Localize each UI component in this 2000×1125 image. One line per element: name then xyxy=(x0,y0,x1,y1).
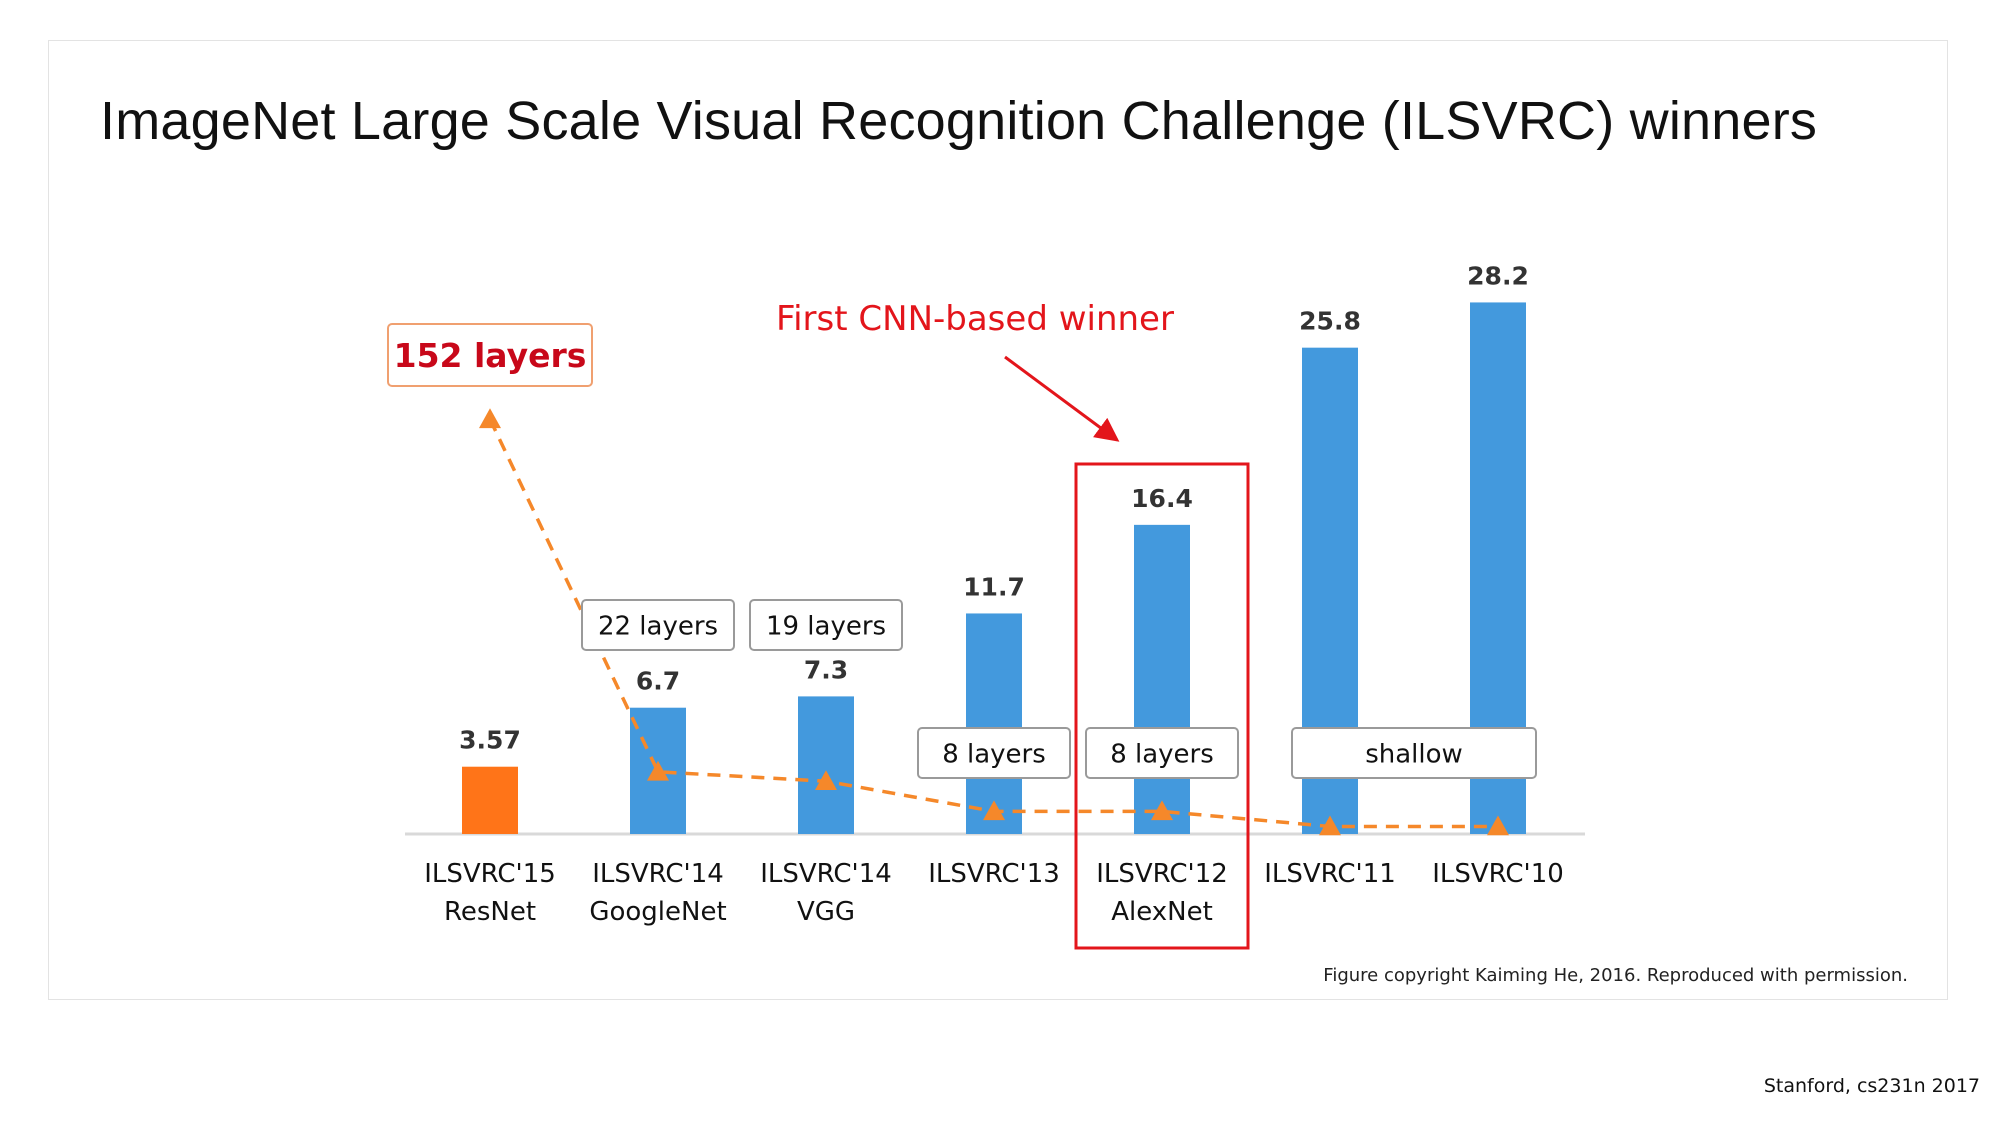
slide-card xyxy=(48,40,1948,1000)
category-label: ILSVRC'15 xyxy=(424,859,556,889)
depth-label-box xyxy=(1291,727,1537,779)
depth-trend-marker xyxy=(1487,815,1509,836)
bar-value-label: 6.7 xyxy=(636,667,680,696)
depth-label-box xyxy=(581,599,735,651)
figure-copyright: Figure copyright Kaiming He, 2016. Repro… xyxy=(1323,965,1908,986)
depth-label: 19 layers xyxy=(766,611,886,641)
depth-label: 22 layers xyxy=(598,611,718,641)
depth-label-152-layers: 152 layers xyxy=(394,336,587,375)
depth-label: 8 layers xyxy=(1110,739,1214,769)
category-label: ILSVRC'10 xyxy=(1432,859,1564,889)
category-label: GoogleNet xyxy=(589,897,726,927)
depth-label: 8 layers xyxy=(942,739,1046,769)
bar-value-label: 11.7 xyxy=(963,572,1025,601)
depth-trend-marker xyxy=(983,800,1005,821)
bar-value-label: 3.57 xyxy=(459,726,521,755)
slide-title: ImageNet Large Scale Visual Recognition … xyxy=(100,91,1818,151)
category-label: ILSVRC'14 xyxy=(760,859,892,889)
bar-value-label: 25.8 xyxy=(1299,307,1361,336)
depth-trend-marker xyxy=(479,408,501,429)
category-label: ILSVRC'11 xyxy=(1264,859,1396,889)
bar xyxy=(1134,524,1190,834)
first-cnn-annotation: First CNN-based winner xyxy=(776,299,1174,339)
category-label: ILSVRC'13 xyxy=(928,859,1060,889)
bar xyxy=(966,613,1022,834)
depth-trend-marker xyxy=(1319,815,1341,836)
bar-value-label: 7.3 xyxy=(804,655,848,684)
annotation-arrow xyxy=(1004,355,1120,442)
bar-value-label: 16.4 xyxy=(1131,484,1193,513)
depth-label-shallow: shallow xyxy=(1365,739,1463,769)
depth-label-box xyxy=(749,599,903,651)
depth-trend-marker xyxy=(815,770,837,791)
bar-value-label: 28.2 xyxy=(1467,261,1529,290)
category-label: ResNet xyxy=(444,897,536,927)
footer-credit: Stanford, cs231n 2017 xyxy=(1763,1075,1980,1097)
bar xyxy=(462,766,518,834)
category-label: ILSVRC'14 xyxy=(592,859,724,889)
category-label: AlexNet xyxy=(1111,897,1213,927)
depth-label-box xyxy=(1085,727,1239,779)
bar xyxy=(798,696,854,834)
category-label: ILSVRC'12 xyxy=(1096,859,1228,889)
alexnet-highlight-box xyxy=(1074,462,1250,950)
depth-trend-marker xyxy=(1151,800,1173,821)
depth-label-box xyxy=(387,323,593,387)
depth-trend-marker xyxy=(647,760,669,781)
depth-label-box xyxy=(917,727,1071,779)
category-label: VGG xyxy=(797,897,855,927)
